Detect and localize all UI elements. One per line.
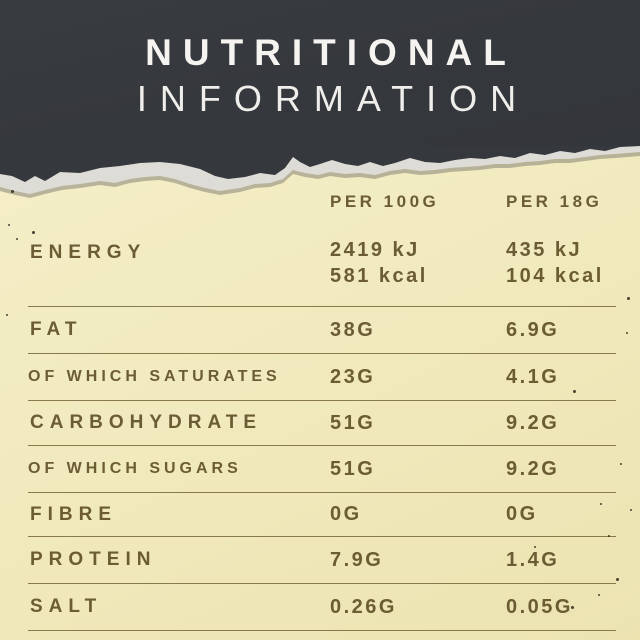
row-label: FIBRE bbox=[30, 503, 117, 525]
row-label: ENERGY bbox=[30, 242, 147, 263]
energy-kj-100g: 2419 kJ bbox=[330, 239, 420, 261]
table-row-saturates: OF WHICH SATURATES 23G 4.1G bbox=[28, 354, 616, 401]
paper-speck bbox=[616, 578, 619, 581]
paper-speck bbox=[598, 594, 600, 596]
sugars-per-18g: 9.2G bbox=[506, 457, 560, 480]
paper-speck bbox=[6, 314, 8, 316]
nutrition-table: PER 100G PER 18G ENERGY 2419 kJ 581 kcal… bbox=[28, 186, 616, 631]
paper-speck bbox=[620, 463, 622, 465]
row-label: FAT bbox=[30, 319, 83, 340]
page-subtitle: INFORMATION bbox=[136, 78, 530, 119]
saturates-per-100g: 23G bbox=[330, 365, 376, 388]
paper-speck bbox=[571, 606, 574, 609]
sugars-per-100g: 51G bbox=[330, 457, 376, 480]
paper-speck bbox=[32, 231, 35, 234]
table-row-salt: SALT 0.26G 0.05G bbox=[28, 584, 616, 631]
row-label: PROTEIN bbox=[30, 549, 157, 570]
table-row-fat: FAT 38G 6.9G bbox=[28, 307, 616, 354]
table-row-sugars: OF WHICH SUGARS 51G 9.2G bbox=[28, 446, 616, 493]
torn-paper-header bbox=[0, 0, 640, 198]
table-row-protein: PROTEIN 7.9G 1.4G bbox=[28, 537, 616, 584]
protein-per-100g: 7.9G bbox=[330, 548, 384, 571]
paper-speck bbox=[630, 509, 632, 511]
fat-per-100g: 38G bbox=[330, 318, 376, 341]
row-label: OF WHICH SATURATES bbox=[28, 368, 281, 385]
salt-per-18g: 0.05G bbox=[506, 595, 573, 618]
paper-speck bbox=[16, 238, 18, 240]
table-row-fibre: FIBRE 0G 0G bbox=[28, 493, 616, 537]
fat-per-18g: 6.9G bbox=[506, 318, 560, 341]
column-header-per-18g: PER 18G bbox=[506, 192, 603, 211]
salt-per-100g: 0.26G bbox=[330, 595, 397, 618]
paper-speck bbox=[627, 297, 630, 300]
row-label: OF WHICH SUGARS bbox=[28, 460, 242, 477]
energy-per-18g: 435 kJ 104 kcal bbox=[506, 218, 616, 289]
paper-speck bbox=[600, 503, 602, 505]
table-row-carbohydrate: CARBOHYDRATE 51G 9.2G bbox=[28, 401, 616, 446]
paper-speck bbox=[534, 546, 536, 548]
energy-per-100g: 2419 kJ 581 kcal bbox=[330, 218, 506, 289]
protein-per-18g: 1.4G bbox=[506, 548, 560, 571]
carbohydrate-per-18g: 9.2G bbox=[506, 411, 560, 434]
table-header-row: PER 100G PER 18G bbox=[28, 186, 616, 218]
table-row-energy: ENERGY 2419 kJ 581 kcal 435 kJ 104 kcal bbox=[28, 218, 616, 307]
paper-speck bbox=[608, 535, 610, 537]
paper-speck bbox=[573, 390, 576, 393]
row-label: CARBOHYDRATE bbox=[30, 412, 263, 433]
row-label: SALT bbox=[30, 596, 103, 617]
column-header-per-100g: PER 100G bbox=[330, 192, 440, 211]
paper-speck bbox=[11, 190, 14, 193]
paper-speck bbox=[626, 332, 628, 334]
saturates-per-18g: 4.1G bbox=[506, 365, 560, 388]
energy-kcal-18g: 104 kcal bbox=[506, 265, 604, 287]
carbohydrate-per-100g: 51G bbox=[330, 411, 376, 434]
fibre-per-18g: 0G bbox=[506, 503, 538, 525]
paper-speck bbox=[8, 224, 10, 226]
page-title: NUTRITIONAL bbox=[145, 32, 517, 73]
energy-kcal-100g: 581 kcal bbox=[330, 265, 428, 287]
energy-kj-18g: 435 kJ bbox=[506, 239, 583, 261]
fibre-per-100g: 0G bbox=[330, 503, 362, 525]
